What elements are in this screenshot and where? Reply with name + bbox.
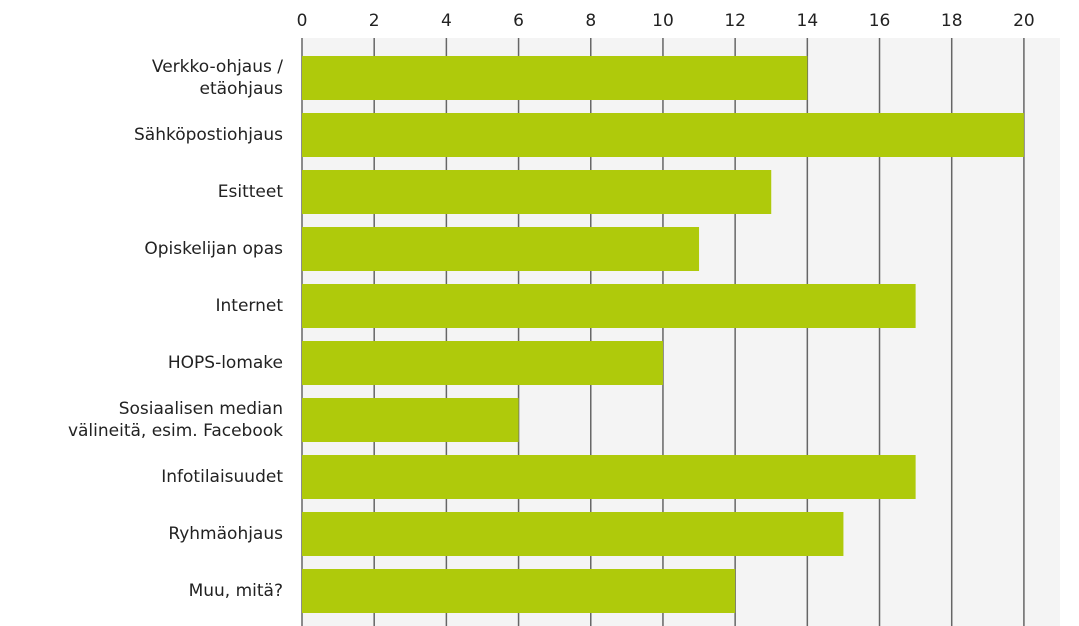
y-tick-label: HOPS-lomake xyxy=(167,353,283,373)
bar xyxy=(302,512,844,556)
x-tick-label: 20 xyxy=(1013,11,1035,31)
x-tick-label: 18 xyxy=(941,11,963,31)
bar xyxy=(302,56,808,100)
bar xyxy=(302,455,916,499)
bar xyxy=(302,341,663,385)
x-tick-label: 10 xyxy=(652,11,674,31)
y-tick-label: Internet xyxy=(215,296,283,316)
x-tick-label: 14 xyxy=(797,11,819,31)
y-tick-label: Opiskelijan opas xyxy=(144,239,283,259)
x-tick-label: 16 xyxy=(869,11,891,31)
bar xyxy=(302,227,700,271)
bar xyxy=(302,569,736,613)
x-tick-label: 12 xyxy=(724,11,746,31)
x-tick-label: 0 xyxy=(297,11,308,31)
y-tick-label: Muu, mitä? xyxy=(188,581,283,601)
x-tick-label: 2 xyxy=(369,11,380,31)
y-tick-label: Esitteet xyxy=(217,182,283,202)
bar xyxy=(302,398,519,442)
y-tick-label: Infotilaisuudet xyxy=(161,467,283,487)
y-tick-label: Sähköpostiohjaus xyxy=(133,125,283,145)
y-tick-label: Sosiaalisen median välineitä, esim. Face… xyxy=(67,399,283,441)
x-tick-label: 8 xyxy=(585,11,596,31)
y-tick-label: Verkko-ohjaus / etäohjaus xyxy=(151,57,283,99)
x-tick-label: 4 xyxy=(441,11,452,31)
bar xyxy=(302,284,916,328)
bar xyxy=(302,113,1024,157)
y-tick-label: Ryhmäohjaus xyxy=(168,524,283,544)
x-tick-label: 6 xyxy=(513,11,524,31)
bar xyxy=(302,170,772,214)
